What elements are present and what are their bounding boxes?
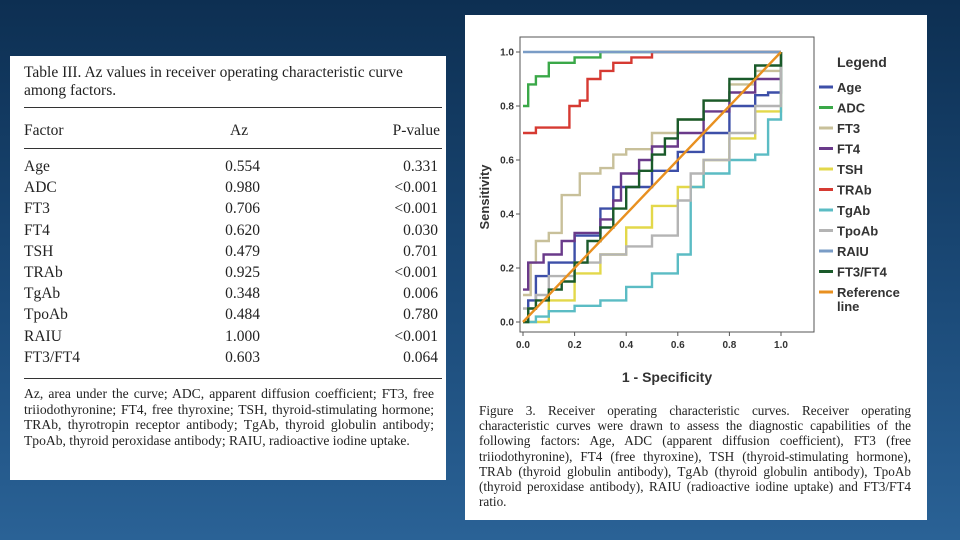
cell-factor: Age — [24, 158, 50, 175]
table-row: FT4 0.620 0.030 — [24, 222, 442, 243]
legend-label-trab: TRAb — [837, 183, 872, 198]
table-row: TSH 0.479 0.701 — [24, 243, 442, 264]
x-tick-label: 0.2 — [568, 340, 582, 351]
figure-panel: 0.0 0.0 0.2 0.2 0.4 0.4 0.6 0.6 0.8 0.8 1.0 1.0 Sen… — [465, 15, 927, 520]
table-header-rule — [24, 148, 442, 149]
table-row: ADC 0.980 <0.001 — [24, 179, 442, 200]
table-row: FT3 0.706 <0.001 — [24, 200, 442, 221]
table-bottom-rule — [24, 378, 442, 379]
y-tick-label: 0.4 — [500, 210, 514, 221]
cell-factor: RAIU — [24, 327, 62, 345]
legend-label-adc: ADC — [837, 101, 866, 116]
roc-curve-tsh — [523, 52, 783, 324]
header-p-value: P-value — [392, 122, 440, 139]
cell-p: 0.331 — [403, 158, 438, 175]
table-row: Age 0.554 0.331 — [24, 158, 442, 179]
y-tick-label: 0.6 — [500, 156, 514, 167]
cell-p: 0.780 — [403, 306, 438, 324]
cell-p: <0.001 — [394, 179, 438, 197]
y-tick-label: 0.8 — [500, 102, 514, 113]
cell-factor: TgAb — [24, 285, 61, 303]
legend-label-age: Age — [837, 80, 862, 95]
cell-p: 0.006 — [403, 285, 438, 303]
cell-az: 0.554 — [225, 158, 260, 175]
cell-p: 0.030 — [403, 221, 438, 239]
x-tick-label: 0.0 — [516, 340, 530, 351]
legend-title: Legend — [837, 54, 887, 70]
cell-az: 0.706 — [225, 200, 260, 218]
figure-caption: Figure 3. Receiver operating characteris… — [479, 403, 911, 510]
x-tick-label: 0.4 — [619, 340, 633, 351]
table-row: FT3/FT4 0.603 0.064 — [24, 349, 442, 370]
legend-label-raiu: RAIU — [837, 244, 869, 259]
x-tick-label: 0.6 — [671, 340, 685, 351]
roc-chart: 0.00.0 0.2 0.2 0.4 0.4 0.6 0.6 0.8 0.8 1.0 1.0 Sen… — [477, 36, 900, 385]
cell-az: 0.980 — [225, 179, 260, 197]
y-axis-label: Sensitivity — [477, 164, 492, 230]
roc-curve-trab — [523, 50, 781, 135]
cell-factor: TSH — [24, 242, 54, 260]
cell-factor: TpoAb — [24, 306, 68, 324]
legend-label-tpoab: TpoAb — [837, 224, 878, 239]
y-tick-label: 1.0 — [500, 48, 514, 59]
cell-az: 0.603 — [225, 348, 260, 366]
x-axis-label: 1 - Specificity — [622, 369, 712, 385]
cell-p: <0.001 — [394, 264, 438, 281]
cell-factor: FT3/FT4 — [24, 348, 80, 366]
cell-az: 0.484 — [225, 306, 260, 324]
cell-p: <0.001 — [394, 327, 438, 345]
y-tick-label: 0.0 — [500, 318, 514, 329]
x-tick-label: 0.8 — [722, 340, 736, 351]
table-row: TpoAb 0.484 0.780 — [24, 306, 442, 327]
legend-label-tgab: TgAb — [837, 203, 870, 218]
table-panel: Table III. Az values in receiver operati… — [10, 56, 446, 480]
cell-factor: FT3 — [24, 200, 50, 218]
y-tick-label: 0.2 — [500, 264, 514, 275]
table-footnote: Az, area under the curve; ADC, apparent … — [24, 386, 434, 448]
table-row: RAIU 1.000 <0.001 — [24, 328, 442, 349]
cell-az: 0.479 — [225, 242, 260, 260]
legend-label-ft4: FT4 — [837, 142, 861, 157]
cell-factor: TRAb — [24, 264, 63, 281]
header-factor: Factor — [24, 122, 64, 139]
table-row: TRAb 0.925 <0.001 — [24, 264, 442, 285]
legend-label-ft3-ft4: FT3/FT4 — [837, 265, 888, 280]
cell-p: <0.001 — [394, 200, 438, 218]
legend-label-tsh: TSH — [837, 162, 863, 177]
roc-curve-adc — [523, 50, 781, 108]
cell-az: 0.348 — [225, 285, 260, 303]
roc-curve-ft3-ft4 — [523, 52, 783, 324]
cell-p: 0.064 — [403, 348, 438, 366]
cell-az: 0.620 — [225, 221, 260, 239]
roc-curve-tgab — [523, 52, 783, 324]
cell-az: 0.925 — [225, 264, 260, 281]
table-row: TgAb 0.348 0.006 — [24, 285, 442, 306]
cell-factor: ADC — [24, 179, 57, 197]
table-top-rule — [24, 107, 442, 108]
cell-az: 1.000 — [225, 327, 260, 345]
legend-label-ft3: FT3 — [837, 121, 860, 136]
table-title: Table III. Az values in receiver operati… — [24, 64, 403, 99]
legend-label-reference-line: Reference line — [837, 285, 900, 314]
cell-factor: FT4 — [24, 221, 50, 239]
x-tick-label: 1.0 — [774, 340, 788, 351]
roc-curve-tpoab — [523, 52, 783, 310]
roc-curve-reference-line — [522, 51, 782, 323]
header-az: Az — [230, 122, 249, 139]
plot-area — [519, 36, 815, 333]
cell-p: 0.701 — [403, 242, 438, 260]
